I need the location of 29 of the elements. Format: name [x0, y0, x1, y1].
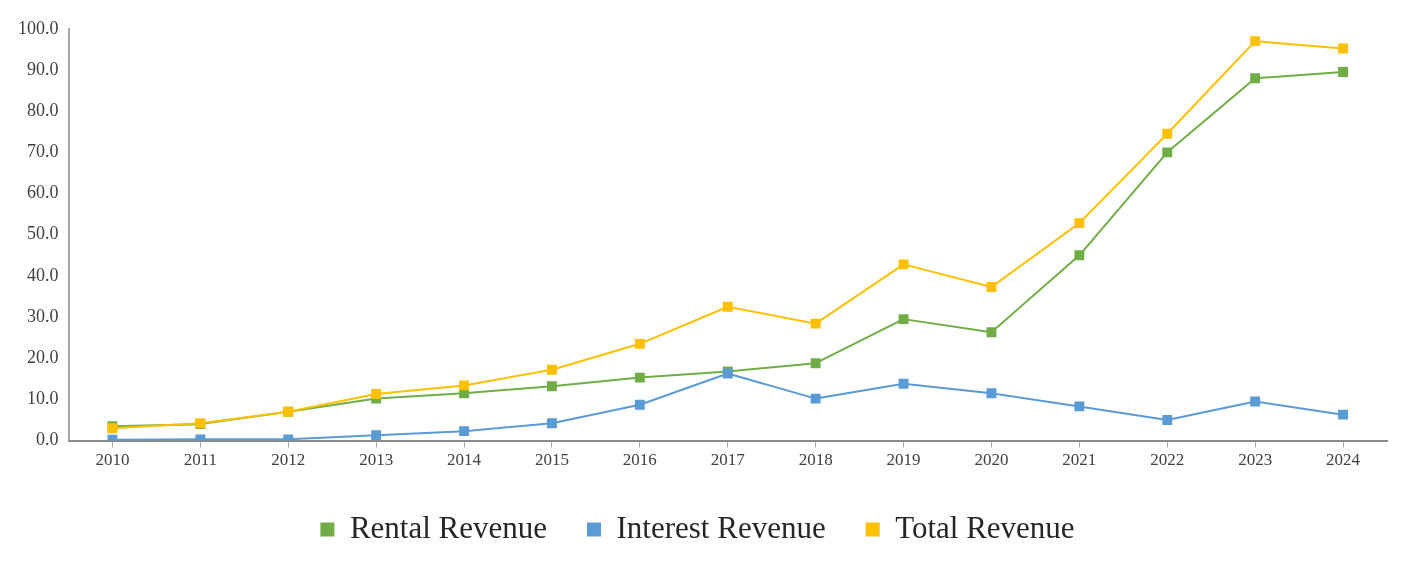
x-tick-label: 2018 [798, 450, 833, 470]
y-tick-label: 30.0 [27, 305, 59, 326]
x-tick-label: 2012 [271, 450, 306, 470]
y-tick-label: 40.0 [27, 264, 59, 285]
legend-label: Rental Revenue [349, 509, 548, 545]
x-tick-label: 2022 [1150, 450, 1185, 470]
x-tick-label: 2021 [1062, 450, 1097, 470]
x-tick-label: 2023 [1238, 450, 1273, 470]
y-tick-label: 50.0 [27, 223, 59, 244]
x-tick-label: 2016 [622, 450, 657, 470]
legend-label: Total Revenue [895, 509, 1075, 545]
x-tick-label: 2019 [886, 450, 921, 470]
y-tick-label: 90.0 [27, 58, 59, 79]
x-tick-label: 2020 [974, 450, 1009, 470]
legend-label: Interest Revenue [616, 509, 826, 545]
y-tick-label: 100.0 [18, 17, 59, 38]
y-tick-label: 80.0 [27, 99, 59, 120]
y-tick-label: 10.0 [27, 388, 59, 409]
y-tick-label: 20.0 [27, 346, 59, 367]
x-tick-label: 2015 [534, 450, 569, 470]
x-tick-label: 2014 [447, 450, 482, 470]
x-tick-label: 2011 [183, 450, 218, 470]
y-tick-label: 60.0 [27, 182, 59, 203]
x-tick-label: 2024 [1326, 450, 1361, 470]
y-tick-label: 0.0 [36, 429, 59, 450]
x-tick-label: 2013 [359, 450, 394, 470]
x-tick-label: 2010 [95, 450, 130, 470]
x-tick-label: 2017 [710, 450, 746, 470]
y-tick-label: 70.0 [27, 141, 59, 162]
